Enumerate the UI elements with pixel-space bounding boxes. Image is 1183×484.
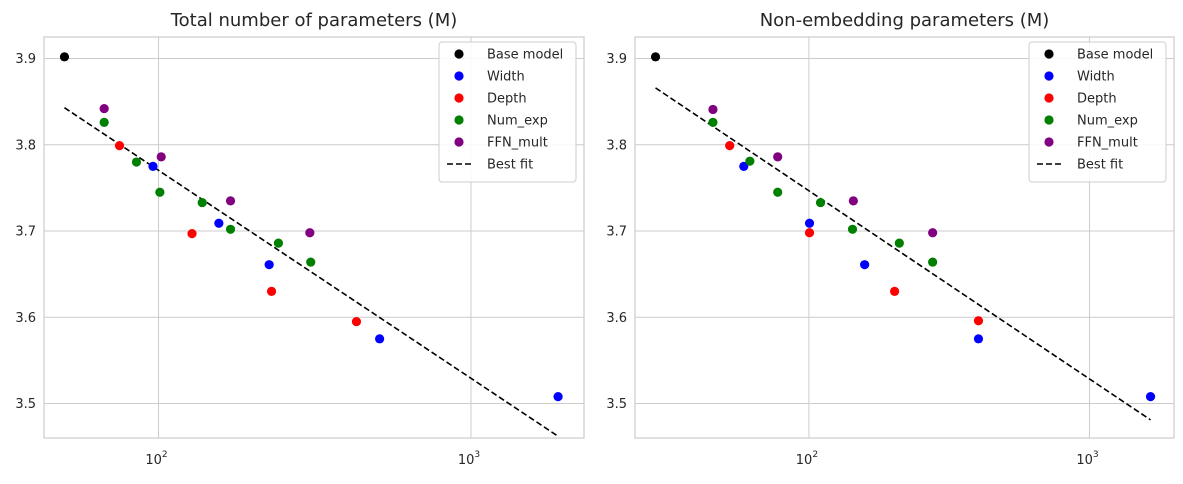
series-depth — [114, 141, 362, 327]
series-width — [739, 161, 1156, 402]
y-tick-label: 3.9 — [15, 52, 36, 67]
data-point — [860, 260, 870, 270]
legend-label: Best fit — [487, 158, 533, 173]
legend-marker — [454, 115, 464, 125]
series-base-model — [650, 52, 661, 62]
legend-marker — [1044, 115, 1054, 125]
legend-label: Num_exp — [487, 114, 548, 129]
series-ffn-mult — [99, 103, 315, 238]
chart-2: 3.5 3.6 3.7 3.8 3.9 102 103 Non-embedding param… — [606, 10, 1175, 468]
series-width — [148, 161, 563, 402]
data-point — [973, 334, 984, 344]
data-point — [156, 152, 166, 162]
legend-label: FFN_mult — [1077, 136, 1138, 151]
data-point — [264, 260, 274, 270]
legend-label: Best fit — [1077, 158, 1123, 173]
data-point — [187, 229, 197, 239]
data-point — [305, 228, 315, 238]
data-point — [99, 103, 109, 114]
legend-label: Width — [1077, 70, 1115, 85]
legend-label: Base model — [487, 48, 563, 63]
legend-marker — [1044, 49, 1054, 59]
x-tick-label: 102 — [796, 450, 818, 468]
data-point — [273, 238, 284, 248]
data-point — [148, 161, 158, 171]
data-point — [725, 141, 735, 151]
legend-box — [438, 41, 577, 183]
series-num-exp — [99, 117, 316, 267]
data-point — [214, 218, 224, 228]
legend-marker — [1044, 93, 1054, 103]
y-tick-label: 3.9 — [606, 52, 627, 67]
data-point — [773, 152, 783, 162]
chart-title: Total number of parameters (M) — [170, 10, 458, 31]
x-tick-label: 103 — [458, 450, 480, 468]
legend-label: Depth — [487, 92, 527, 107]
legend-marker — [454, 93, 464, 103]
legend: Base model Width Depth Num_exp FFN_mult Best … — [1028, 41, 1167, 183]
data-point — [890, 286, 900, 296]
series-depth — [725, 141, 984, 326]
data-point — [155, 187, 165, 197]
data-point — [847, 224, 858, 234]
y-tick-label: 3.8 — [15, 138, 36, 153]
data-point — [739, 161, 749, 171]
data-point — [351, 316, 362, 327]
legend-marker — [1044, 137, 1054, 147]
legend-marker — [454, 137, 464, 147]
data-point — [225, 196, 236, 206]
chart-1: 3.5 3.6 3.7 3.8 3.9 102 103 Total number of par… — [15, 10, 585, 468]
y-tick-label: 3.6 — [15, 311, 36, 326]
data-point — [59, 52, 70, 62]
legend-label: Width — [487, 70, 525, 85]
data-point — [553, 392, 563, 402]
data-point — [708, 104, 718, 115]
legend-label: Num_exp — [1077, 114, 1138, 129]
data-point — [745, 156, 755, 166]
legend-label: FFN_mult — [487, 136, 548, 151]
data-point — [928, 228, 938, 238]
series-num-exp — [708, 117, 938, 267]
data-point — [99, 117, 109, 127]
data-point — [266, 286, 277, 296]
y-tick-label: 3.7 — [606, 225, 627, 240]
y-tick-label: 3.7 — [15, 225, 36, 240]
data-point — [306, 257, 316, 267]
data-point — [114, 141, 125, 151]
series-ffn-mult — [708, 104, 938, 238]
data-point — [131, 157, 142, 167]
data-point — [804, 218, 815, 228]
y-tick-label: 3.5 — [15, 397, 36, 412]
data-point — [773, 187, 783, 197]
data-point — [197, 197, 207, 208]
legend-marker — [454, 49, 464, 59]
legend: Base model Width Depth Num_exp FFN_mult Best … — [438, 41, 577, 183]
x-tick-label: 102 — [145, 450, 167, 468]
y-tick-label: 3.6 — [606, 311, 627, 326]
data-point — [375, 334, 385, 344]
chart-title: Non-embedding parameters (M) — [760, 10, 1050, 31]
data-point — [225, 224, 236, 234]
legend-marker — [454, 71, 464, 81]
legend-label: Base model — [1077, 48, 1153, 63]
data-point — [815, 197, 826, 208]
y-tick-label: 3.5 — [606, 397, 627, 412]
data-point — [894, 238, 904, 248]
data-point — [1145, 392, 1156, 402]
data-point — [928, 257, 938, 267]
legend-label: Depth — [1077, 92, 1117, 107]
best-fit-line — [655, 87, 1152, 421]
series-base-model — [59, 52, 70, 62]
data-point — [804, 228, 815, 238]
data-point — [650, 52, 661, 62]
data-point — [708, 117, 718, 127]
data-point — [973, 316, 984, 326]
y-tick-label: 3.8 — [606, 138, 627, 153]
data-point — [848, 196, 858, 206]
legend-marker — [1044, 71, 1054, 81]
x-tick-label: 103 — [1076, 450, 1098, 468]
legend-box — [1028, 41, 1167, 183]
